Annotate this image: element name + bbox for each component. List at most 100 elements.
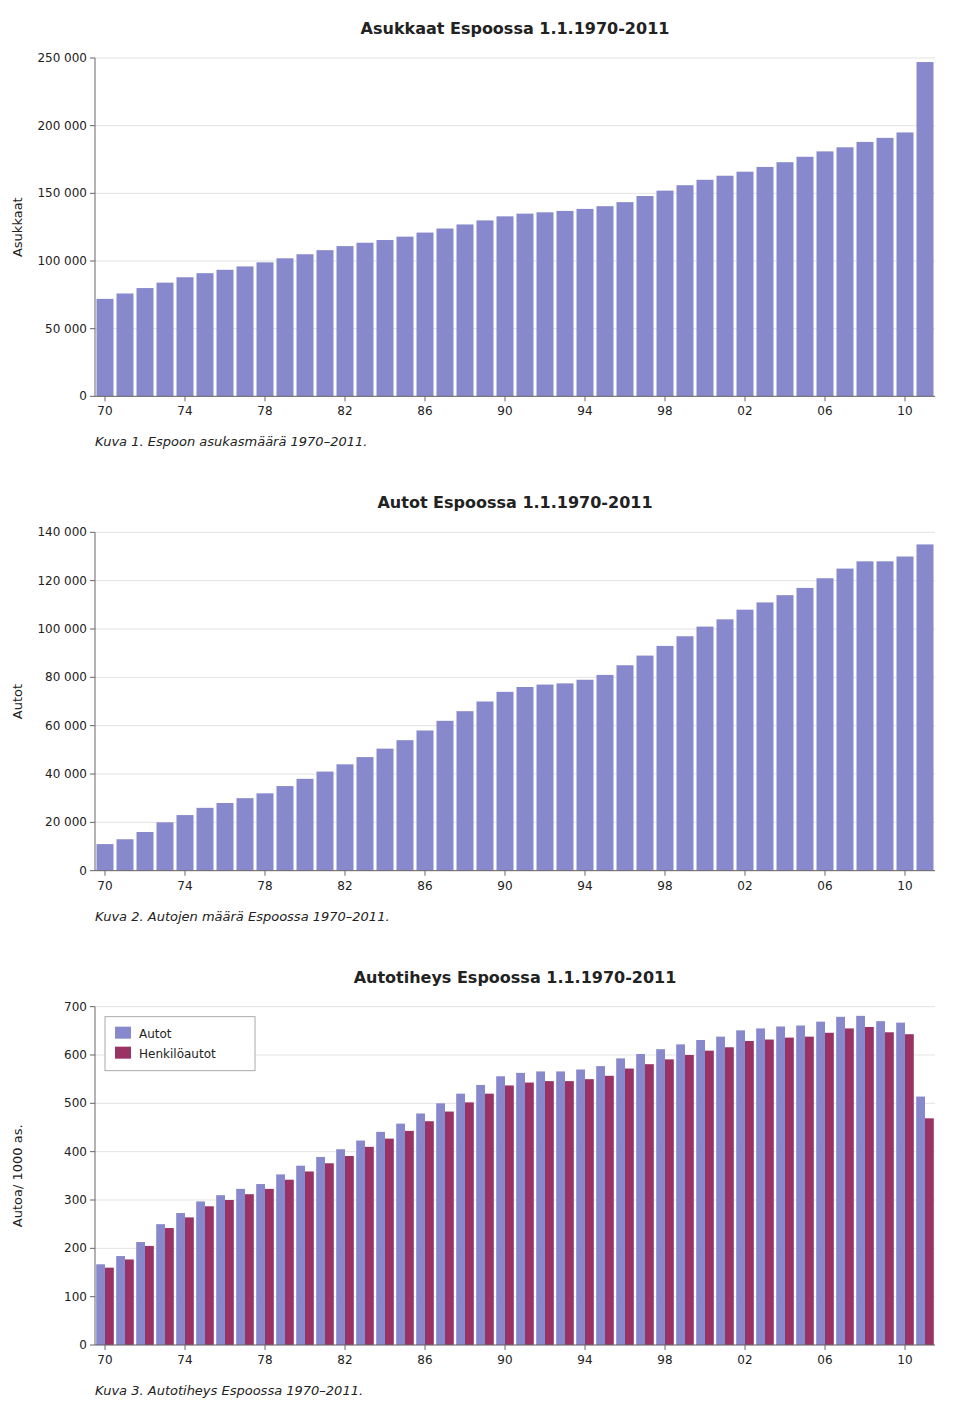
bar [237,266,254,396]
bar [437,229,454,397]
bar [377,240,394,396]
y-tick [90,677,95,678]
bar [796,1026,805,1345]
bar [677,636,694,870]
bar [505,1085,514,1345]
bar [677,185,694,396]
x-tick-label: 78 [257,1353,272,1367]
bar [117,839,134,870]
bar [737,610,754,871]
bar [376,1132,385,1345]
bar [797,588,814,871]
bar [757,602,774,870]
bar [556,1071,565,1345]
bar [216,1195,225,1345]
x-tick [425,871,426,876]
y-tick-label: 80 000 [45,670,87,684]
bar [365,1147,374,1345]
x-tick-label: 94 [577,879,592,893]
title: Asukkaat Espoossa 1.1.1970-2011 [361,19,670,38]
bar [696,1040,705,1345]
bar [485,1094,494,1345]
x-tick [745,1345,746,1350]
bar [617,202,634,396]
x-tick [505,396,506,401]
legend-label: Henkilöautot [139,1047,216,1061]
bar [865,1027,874,1345]
x-tick-label: 94 [577,404,592,418]
y-tick [90,725,95,726]
bar [297,779,314,871]
bar [217,803,234,871]
x-tick-label: 86 [417,879,432,893]
bar [857,142,874,396]
bar [745,1041,754,1345]
bar [477,702,494,871]
bar [157,822,174,870]
x-tick-label: 86 [417,1353,432,1367]
y-tick [90,1103,95,1104]
x-tick-label: 78 [257,879,272,893]
x-tick [265,1345,266,1350]
bar [905,1034,914,1345]
bar [816,1022,825,1345]
y-tick [90,629,95,630]
bar [316,1157,325,1345]
y-tick-label: 700 [64,1000,87,1014]
grid-line [95,580,935,581]
bar [896,1023,905,1345]
bar [776,1026,785,1345]
y-axis-label: Asukkaat [10,197,25,257]
bar [457,224,474,396]
bar [116,1256,125,1345]
x-tick [665,871,666,876]
bar [336,1149,345,1345]
x-tick [825,396,826,401]
bar [476,1085,485,1345]
bar [145,1246,154,1345]
bar [736,1030,745,1345]
x-tick [105,396,106,401]
x-tick [345,1345,346,1350]
bar [125,1259,134,1345]
x-tick [745,871,746,876]
grid-line [95,125,935,126]
chart: Asukkaat Espoossa 1.1.1970-2011050 00010… [10,19,935,449]
x-axis [95,396,935,397]
y-axis-label: Autot [10,684,25,719]
x-tick-label: 02 [737,404,752,418]
bar [637,656,654,871]
y-tick [90,125,95,126]
legend-swatch [115,1027,131,1039]
bar [225,1200,234,1345]
y-tick [90,328,95,329]
bar [277,258,294,396]
bar [605,1076,614,1345]
bar [925,1118,934,1345]
bar [296,1166,305,1345]
x-tick-label: 86 [417,404,432,418]
bar [657,646,674,871]
bar [805,1037,814,1345]
x-tick-label: 98 [657,404,672,418]
caption: Kuva 1. Espoon asukasmäärä 1970–2011. [95,434,367,449]
bar [877,138,894,396]
x-tick [825,871,826,876]
x-tick [825,1345,826,1350]
bar [436,1103,445,1345]
bar [665,1059,674,1345]
bar [325,1163,334,1345]
y-tick [90,261,95,262]
x-tick-label: 98 [657,1353,672,1367]
bar [357,243,374,397]
bar [637,196,654,396]
x-tick [265,396,266,401]
bar [757,167,774,396]
x-tick-label: 70 [97,404,112,418]
bar [825,1033,834,1345]
bar [877,561,894,870]
bar [217,270,234,397]
x-tick [505,871,506,876]
bar [96,1264,105,1345]
bar [625,1069,634,1345]
